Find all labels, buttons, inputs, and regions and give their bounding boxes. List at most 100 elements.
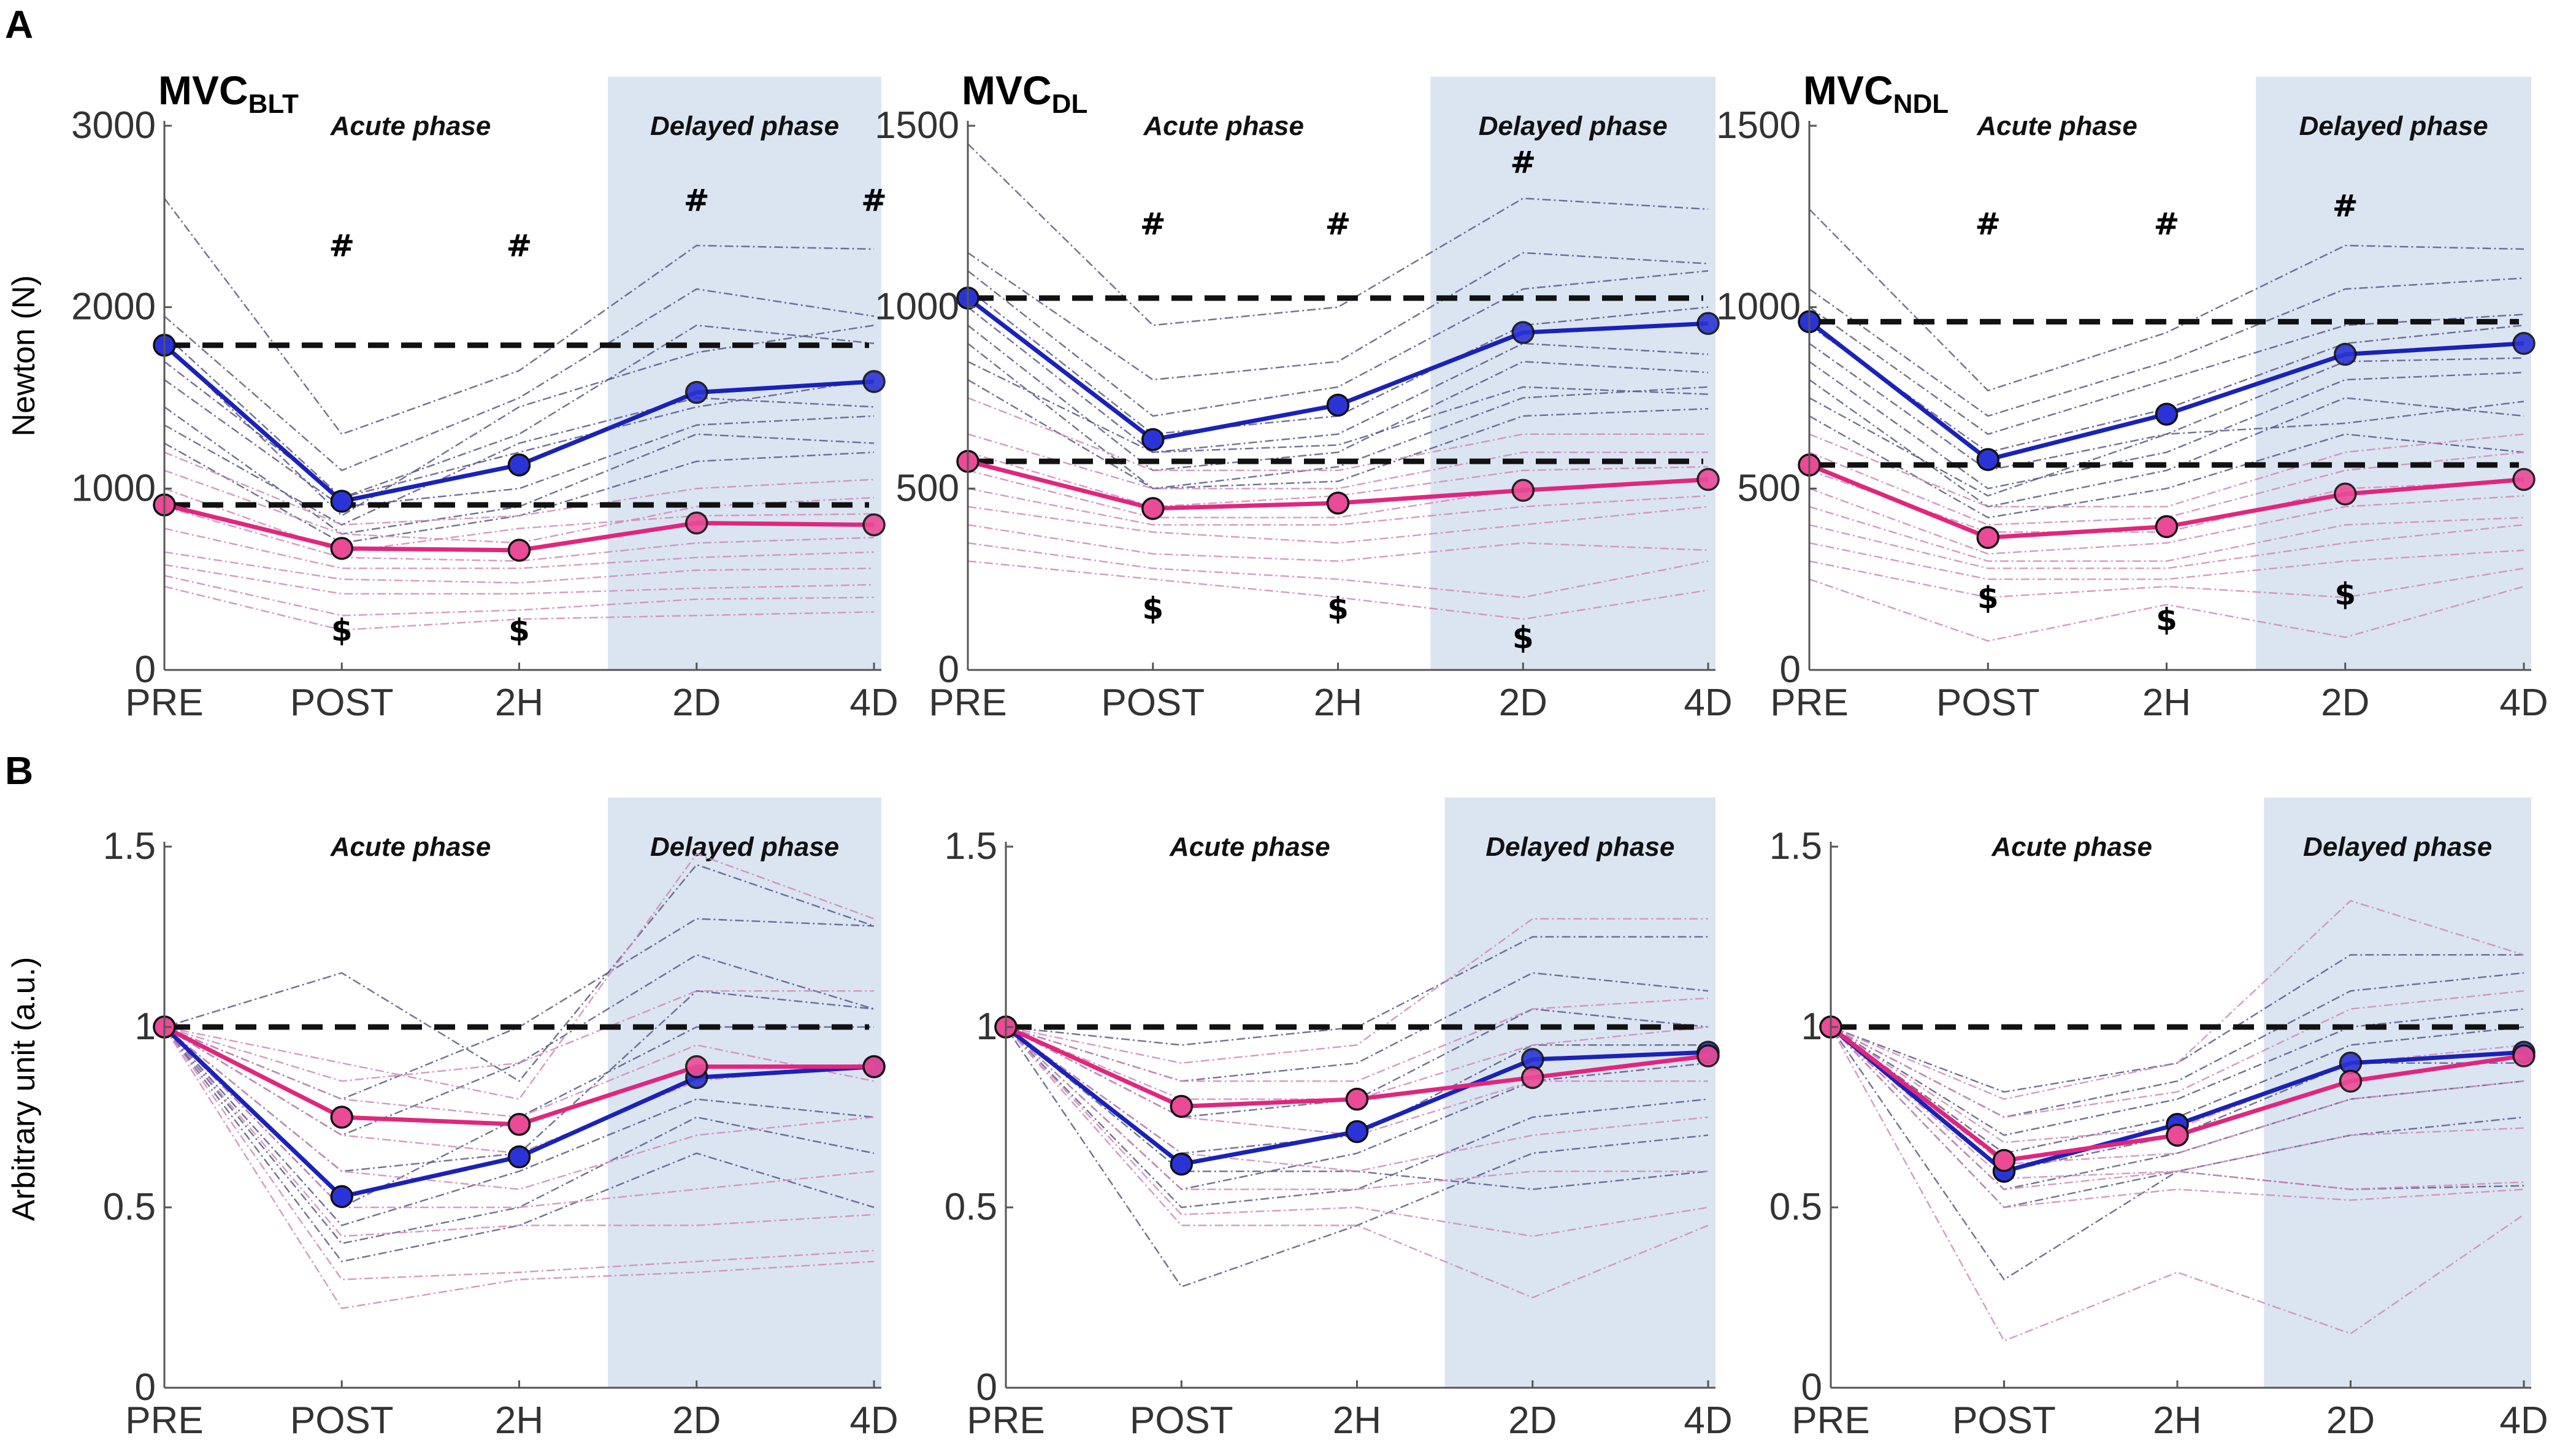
chart-2-x-tick-2H: 2H [1314, 682, 1362, 724]
chart-1-individual-line-15 [164, 551, 875, 584]
chart-1-y-tick-0: 0 [135, 648, 156, 691]
chart-6-delayed-phase-label: Delayed phase [2303, 832, 2492, 862]
chart-2-title-main: MVC [962, 67, 1052, 113]
chart-2-individual-line-9 [967, 379, 1709, 490]
chart-2-title: MVCDL [962, 67, 1087, 119]
chart-1-individual-line-13 [164, 506, 875, 562]
chart-5-delayed-phase-label: Delayed phase [1485, 832, 1674, 862]
chart-3-x-tick-2D: 2D [2321, 682, 2369, 724]
chart-6-x-tick-PRE: PRE [1792, 1399, 1869, 1442]
chart-6-individual-line-13 [1830, 1026, 2524, 1180]
chart-3-significance-mark-4: $ [1977, 580, 1999, 615]
chart-3-delayed-phase-label: Delayed phase [2299, 111, 2488, 141]
y-axis-title-row-a: Newton (N) [6, 275, 42, 437]
chart-5-individual-line-3 [1005, 1008, 1709, 1118]
chart-2-acute-phase-label: Acute phase [1143, 111, 1304, 141]
chart-6-x-tick-POST: POST [1952, 1399, 2056, 1442]
chart-3-title-main: MVC [1803, 67, 1893, 113]
chart-2-individual-line-17 [967, 542, 1709, 598]
chart-3-significance-mark-3: # [2333, 188, 2358, 224]
chart-4-magenta-point-2D [685, 1055, 708, 1079]
chart-6-delayed-phase-shade [2264, 798, 2531, 1388]
chart-3-blue-point-POST [1976, 448, 1999, 471]
chart-3-x-tick-4D: 4D [2499, 682, 2548, 724]
chart-2-x-tick-PRE: PRE [929, 682, 1006, 724]
chart-3-magenta-point-2H [2155, 515, 2179, 539]
chart-3-y-tick-0: 0 [1780, 648, 1801, 691]
chart-5-y-tick-0: 0 [976, 1366, 997, 1409]
chart-6-y-tick-1.5: 1.5 [1769, 825, 1822, 867]
chart-2-individual-line-12 [967, 452, 1709, 508]
chart-1-individual-line-3 [164, 324, 875, 499]
chart-1-title: MVCBLT [158, 67, 299, 119]
chart-5-individual-line-5 [1005, 1026, 1709, 1190]
chart-5-individual-line-15 [1005, 1026, 1709, 1237]
chart-1-x-tick-2D: 2D [672, 682, 721, 724]
chart-1-x-tick-4D: 4D [849, 682, 898, 724]
chart-4-individual-line-15 [164, 1026, 875, 1237]
chart-2-magenta-point-POST [1141, 497, 1165, 520]
chart-4-x-tick-PRE: PRE [125, 1399, 203, 1442]
chart-6-individual-line-10 [1830, 990, 2524, 1118]
chart-2-title-subscript: DL [1052, 89, 1088, 119]
chart-1: Acute phase Delayed phase MVCBLT # # # # $ $0 100… [71, 67, 899, 724]
chart-5-individual-line-7 [1005, 1026, 1709, 1288]
chart-2-magenta-point-4D [1696, 467, 1720, 491]
chart-3-individual-line-7 [1809, 379, 2524, 508]
chart-1-individual-line-2 [164, 288, 875, 472]
chart-4: Acute phase Delayed phase 0 0.5 1 1.5 PRE POST 2… [103, 798, 899, 1442]
chart-4-individual-line-17 [163, 1026, 875, 1310]
chart-3-significance-mark-5: $ [2156, 602, 2177, 637]
chart-5-individual-line-9 [1005, 918, 1708, 1064]
chart-3-individual-line-15 [1809, 524, 2524, 569]
chart-3-individual-line-2 [1809, 277, 2524, 417]
chart-1-significance-mark-6: $ [508, 613, 530, 648]
chart-5-x-tick-PRE: PRE [967, 1399, 1045, 1442]
chart-1-title-subscript: BLT [248, 89, 299, 119]
chart-2-significance-mark-2: # [1325, 206, 1351, 242]
chart-1-acute-phase-label: Acute phase [330, 111, 491, 141]
chart-1-y-tick-3000: 3000 [71, 104, 156, 147]
chart-1-y-tick-1000: 1000 [71, 467, 156, 509]
chart-2-individual-line-5 [967, 306, 1709, 453]
chart-5-individual-line-6 [1005, 1026, 1709, 1209]
chart-2-individual-line-7 [967, 342, 1709, 490]
chart-3-magenta-point-4D [2512, 467, 2536, 491]
chart-1-x-tick-PRE: PRE [125, 682, 203, 724]
chart-5-magenta-point-POST [1170, 1094, 1193, 1118]
chart-6-magenta-point-POST [1992, 1148, 2016, 1172]
chart-5-delayed-phase-shade [1444, 798, 1715, 1388]
chart-1-individual-line-17 [164, 575, 875, 617]
panel-letter-b: B [5, 748, 33, 793]
chart-3-individual-line-10 [1809, 433, 2524, 508]
chart-1-individual-line-14 [164, 528, 875, 569]
chart-4-y-tick-0.5: 0.5 [103, 1186, 156, 1228]
chart-3-acute-phase-label: Acute phase [1976, 111, 2137, 141]
chart-3-blue-point-2D [2334, 342, 2357, 366]
chart-3-x-tick-2H: 2H [2142, 682, 2191, 724]
chart-5-x-tick-2H: 2H [1333, 1399, 1381, 1442]
chart-2-blue-point-POST [1141, 428, 1165, 452]
chart-3-individual-line-17 [1809, 560, 2524, 598]
chart-6-individual-line-8 [1830, 1026, 2524, 1281]
chart-4-individual-line-6 [164, 1026, 875, 1226]
chart-5-individual-line-13 [1005, 1026, 1709, 1172]
chart-5-y-tick-1.5: 1.5 [945, 825, 997, 867]
chart-1-individual-line-16 [164, 564, 875, 595]
chart-6-magenta-point-2H [2166, 1123, 2189, 1147]
chart-3-blue-point-4D [2512, 332, 2536, 355]
chart-1-x-tick-POST: POST [290, 682, 394, 724]
chart-5-magenta-point-2H [1345, 1087, 1369, 1111]
chart-5-magenta-point-2D [1521, 1066, 1544, 1090]
chart-5-blue-point-2H [1345, 1120, 1369, 1144]
chart-3-title-subscript: NDL [1893, 89, 1949, 119]
chart-5-blue-point-POST [1170, 1152, 1193, 1176]
chart-6-individual-line-12 [1830, 1026, 2524, 1165]
chart-1-individual-line-6 [164, 379, 875, 508]
chart-4-x-tick-2D: 2D [672, 1399, 721, 1442]
chart-6-individual-line-2 [1830, 972, 2524, 1118]
chart-5-acute-phase-label: Acute phase [1169, 832, 1330, 862]
chart-3-y-tick-1500: 1500 [1716, 104, 1801, 147]
chart-2-significance-mark-6: $ [1512, 620, 1534, 656]
chart-6-individual-line-9 [1830, 899, 2524, 1100]
